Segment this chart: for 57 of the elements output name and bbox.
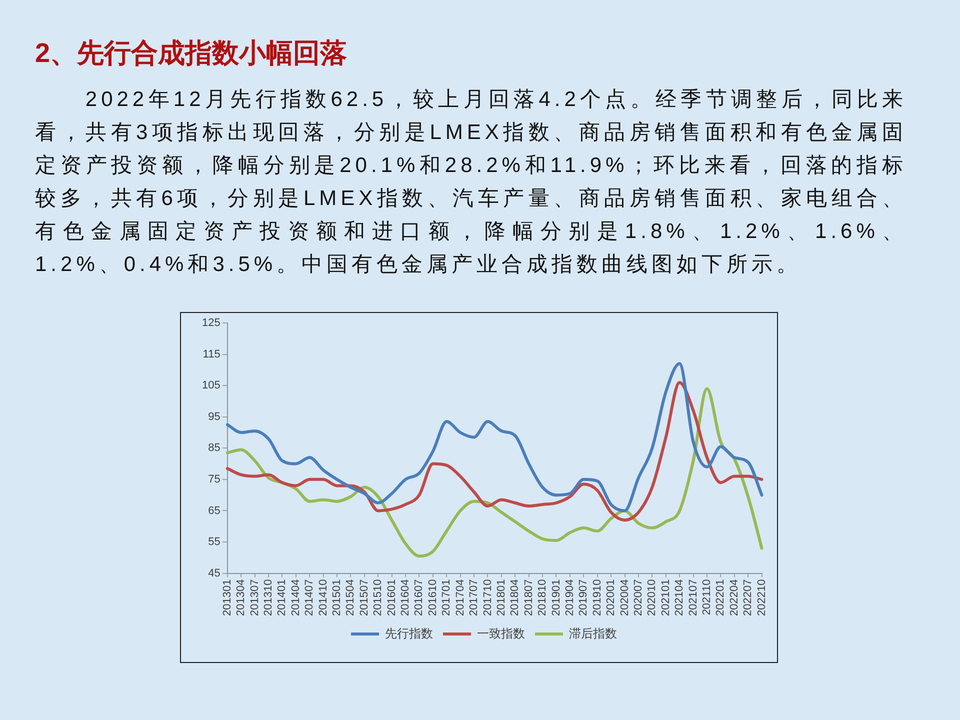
- line-series: [226, 362, 764, 512]
- x-tick-label: 202001: [605, 579, 618, 616]
- chart-title: 2、先行合成指数小幅回落: [35, 37, 348, 70]
- x-tick-label: 202007: [632, 579, 644, 616]
- y-tick-label: 45: [208, 567, 220, 580]
- x-tick-label: 202010: [646, 579, 658, 616]
- x-tick-label: 202107: [687, 579, 700, 616]
- x-tick-label: 201607: [413, 579, 426, 616]
- x-tick-label: 201707: [468, 579, 480, 616]
- x-tick-label: 201704: [454, 579, 466, 616]
- x-tick-label: 201904: [564, 579, 576, 616]
- x-tick-label: 201307: [248, 579, 261, 616]
- y-tick-label: 95: [208, 410, 220, 423]
- x-tick-label: 201504: [344, 579, 357, 616]
- x-tick-label: 201407: [304, 579, 316, 616]
- y-tick-label: 115: [202, 348, 220, 360]
- x-tick-label: 201710: [482, 579, 494, 616]
- x-tick-label: 201610: [426, 579, 439, 616]
- x-tick-label: 201907: [578, 579, 590, 616]
- x-tick-label: 201310: [262, 579, 274, 616]
- x-tick-label: 201510: [372, 579, 384, 616]
- x-tick-label: 202207: [742, 579, 754, 616]
- x-tick-label: 201301: [221, 579, 234, 616]
- x-tick-label: 201507: [358, 579, 370, 616]
- x-tick-label: 202004: [618, 579, 631, 616]
- legend-label: 先行指数: [385, 626, 433, 640]
- x-tick-label: 201401: [276, 579, 288, 616]
- y-tick-label: 125: [202, 317, 220, 330]
- y-tick-label: 75: [208, 473, 220, 486]
- x-tick-label: 201501: [331, 579, 344, 616]
- legend-label: 一致指数: [477, 626, 525, 640]
- x-tick-label: 201804: [509, 579, 522, 616]
- x-tick-label: 201807: [522, 579, 535, 616]
- y-tick-label: 85: [208, 442, 220, 454]
- x-tick-label: 201404: [290, 579, 302, 616]
- x-tick-label: 201810: [536, 579, 549, 616]
- y-tick-label: 65: [208, 504, 220, 517]
- y-tick-label: 55: [208, 536, 220, 548]
- x-tick-label: 201410: [317, 579, 330, 616]
- x-tick-label: 201910: [591, 579, 604, 616]
- x-tick-label: 201304: [235, 579, 248, 616]
- x-tick-label: 201801: [495, 579, 508, 616]
- x-tick-label: 201601: [386, 579, 398, 616]
- x-tick-label: 201701: [440, 579, 453, 616]
- x-tick-label: 202104: [674, 579, 686, 616]
- y-tick-label: 105: [202, 380, 220, 392]
- legend-label: 滞后指数: [569, 626, 617, 640]
- x-tick-label: 202201: [714, 579, 727, 616]
- line-series: [226, 380, 764, 522]
- x-tick-label: 201604: [400, 579, 412, 616]
- line-series: [226, 387, 764, 558]
- x-tick-label: 202204: [728, 579, 740, 616]
- x-tick-label: 202101: [660, 579, 672, 616]
- x-tick-label: 202210: [756, 579, 768, 616]
- x-tick-label: 201901: [550, 579, 562, 616]
- chart-subtitle: 2022年12月先行指数62.5，较上月回落4.2个点。经季节调整后，同比来看，共有3项指标出现回落，分别是LMEX指数、商品房销售面积和有色金属固定资产投资额，降幅分别是20.1%和28.2%和11.9%；环比来看，回落的指标较多，共有6项，分别是LMEX指数、汽车产量、商品房销售面积、家电组合、有色金属固定资产投资额和进口额，降幅分别是1.8%、1.2%、1.6%、1.2%、0.4%和3.5%。中国有色金属产业合成指数曲线图如下所示。: [35, 87, 907, 278]
- x-tick-label: 202110: [701, 579, 714, 616]
